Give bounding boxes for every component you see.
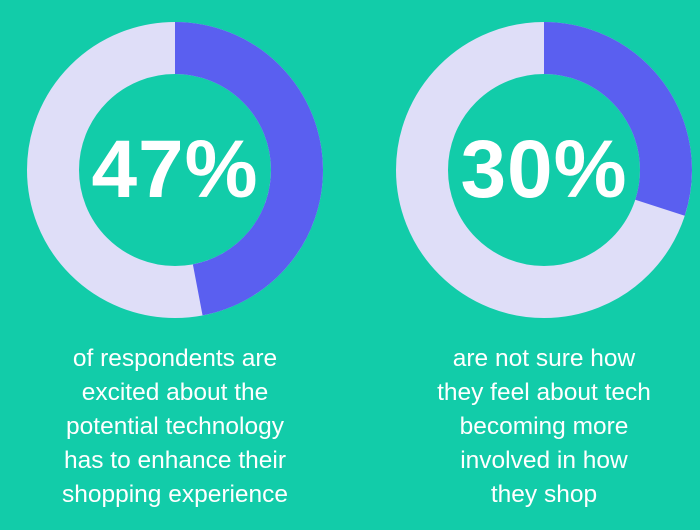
donut-svg-unsure — [396, 22, 692, 318]
caption-line: they feel about tech — [437, 379, 651, 406]
caption-line: involved in how — [460, 447, 628, 474]
donut-value-excited: 47% — [91, 124, 259, 215]
caption-excited: of respondents are excited about the pot… — [5, 342, 345, 512]
donut-chart-unsure: 30% — [396, 22, 692, 318]
caption-line: excited about the — [81, 379, 269, 406]
caption-unsure: are not sure how they feel about tech be… — [374, 342, 700, 512]
donut-chart-excited: 47% — [27, 22, 323, 318]
caption-line: shopping experience — [61, 481, 289, 508]
donut-value-unsure: 30% — [460, 124, 628, 215]
caption-line: becoming more — [459, 413, 629, 440]
caption-line: they shop — [490, 481, 598, 508]
caption-line: of respondents are — [72, 345, 278, 372]
caption-line: potential technology — [66, 413, 284, 440]
donut-arc-unsure — [396, 22, 692, 318]
donut-arc-excited — [27, 22, 323, 318]
caption-line: are not sure how — [452, 345, 636, 372]
donut-svg-excited — [27, 22, 323, 318]
caption-line: has to enhance their — [63, 447, 287, 474]
